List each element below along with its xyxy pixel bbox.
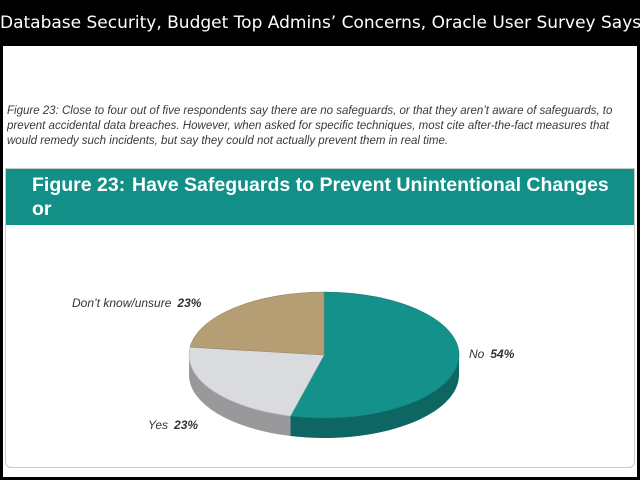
label-unsure-name: Don’t know/unsure — [72, 296, 172, 310]
figure-header: Figure 23: Have Safeguards to Prevent Uni… — [6, 169, 634, 244]
label-yes: Yes 23% — [148, 418, 198, 432]
page-title: Database Security, Budget Top Admins’ Co… — [0, 13, 640, 33]
figure-title-line1: Have Safeguards to Prevent Unintentional… — [32, 174, 609, 220]
pie-slice-0 — [289, 291, 460, 419]
figure-caption: Figure 23: Close to four out of five res… — [7, 105, 613, 147]
figure-panel: Figure 23: Have Safeguards to Prevent Uni… — [5, 168, 635, 468]
label-unsure-value: 23% — [177, 296, 202, 310]
figure-title: Figure 23: Have Safeguards to Prevent Uni… — [32, 173, 632, 245]
pie-slice-1 — [188, 346, 325, 417]
pie-chart — [188, 291, 460, 438]
label-unsure: Don’t know/unsure 23% — [72, 296, 201, 310]
figure-number: Figure 23: — [32, 174, 126, 196]
label-no-value: 54% — [490, 347, 515, 361]
pie-side-1 — [189, 355, 291, 437]
label-no: No 54% — [469, 347, 514, 361]
label-no-name: No — [469, 347, 485, 361]
pie-side-0 — [290, 355, 459, 438]
pie-slice-2 — [189, 291, 325, 356]
label-yes-value: 23% — [174, 418, 199, 432]
figure-title-line2: Breaches by Privileged Users? — [132, 222, 419, 244]
label-yes-name: Yes — [148, 418, 169, 432]
slide-panel: Figure 23: Close to four out of five res… — [3, 46, 637, 477]
